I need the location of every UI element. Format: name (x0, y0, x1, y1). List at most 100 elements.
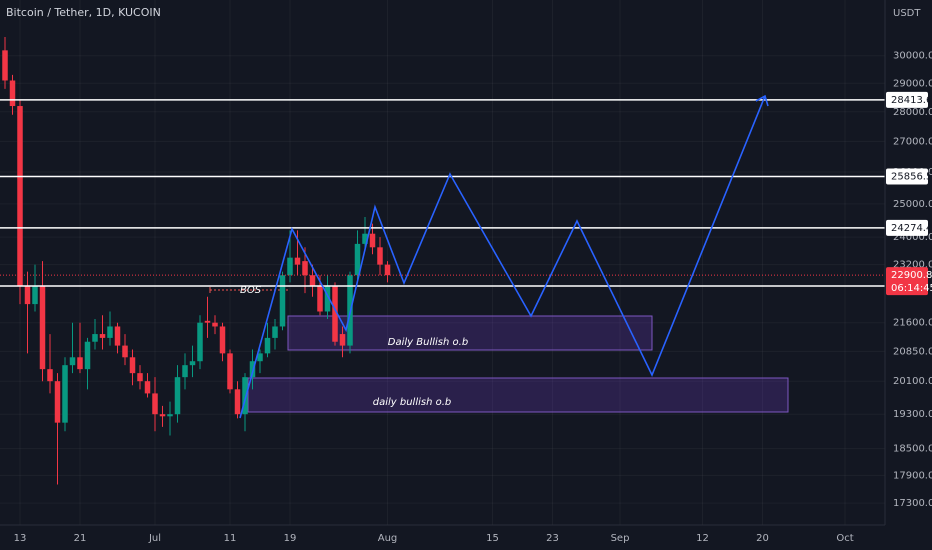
x-tick-label: 11 (224, 533, 237, 544)
candle-body (294, 257, 301, 265)
x-tick-label: 15 (486, 533, 499, 544)
y-tick-label: 21600.0 (893, 318, 932, 329)
candle-body (39, 285, 46, 370)
y-tick-label: 23200.0 (893, 260, 932, 271)
x-tick-label: 12 (696, 533, 709, 544)
candle-body (302, 261, 308, 276)
x-tick-label: Oct (836, 533, 853, 544)
candle-body (84, 341, 91, 370)
y-tick-label: 20100.0 (893, 376, 932, 387)
candle-body (9, 80, 16, 107)
candle-body (122, 345, 128, 358)
drawings (209, 287, 789, 413)
x-tick-label: Aug (378, 533, 398, 544)
candle-body (339, 334, 346, 346)
candle-body (197, 322, 203, 362)
candle-body (324, 285, 331, 312)
candle-body (287, 257, 293, 276)
candle-body (369, 233, 376, 248)
candle-body (32, 285, 38, 305)
x-tick-label: 20 (756, 533, 769, 544)
candles (2, 36, 391, 485)
candle-body (152, 393, 158, 415)
level-label-box (886, 219, 928, 236)
candle-body (47, 369, 53, 382)
y-tick-label: 20850.0 (893, 346, 932, 357)
candle-body (189, 361, 196, 366)
y-tick-label: 17300.0 (893, 498, 932, 509)
candle-body (107, 326, 113, 338)
y-tick-label: 28000.0 (893, 107, 932, 118)
level-label-box (886, 168, 928, 185)
level-label: 24274.4 (891, 223, 932, 234)
chart-title: Bitcoin / Tether, 1D, KUCOIN (6, 6, 161, 19)
level-label: 28413.6 (891, 95, 932, 106)
x-tick-label: 23 (546, 533, 559, 544)
candle-body (242, 377, 248, 415)
candle-body (77, 357, 83, 370)
y-tick-label: 27000.0 (893, 136, 932, 147)
candle-body (219, 326, 226, 354)
arrow-head (755, 94, 769, 107)
annotation: Daily Bullish o.b (388, 337, 468, 348)
candle-body (279, 275, 286, 327)
candle-body (212, 322, 218, 327)
candle-body (354, 243, 361, 276)
candle-body (272, 326, 278, 338)
candle-body (167, 414, 173, 417)
x-tick-label: Jul (148, 533, 161, 544)
candle-body (204, 320, 211, 323)
y-tick-label: 24000.0 (893, 232, 932, 243)
currency-label: USDT (893, 8, 921, 19)
candle-body (17, 106, 23, 286)
y-tick-label: 30000.0 (893, 51, 932, 62)
levels (0, 99, 885, 287)
y-tick-label: 25000.0 (893, 199, 932, 210)
candle-body (377, 247, 383, 265)
candle-body (137, 373, 143, 382)
candle-body (332, 285, 338, 342)
last-price-label: 22900.8 (891, 270, 932, 281)
candle-body (227, 353, 233, 390)
y-tick-label: 17900.0 (893, 470, 932, 481)
candle-body (114, 326, 121, 346)
y-tick-label: 19300.0 (893, 409, 932, 420)
candle-body (174, 377, 181, 415)
candle-body (159, 414, 166, 417)
candle-body (182, 365, 188, 378)
candle-body (129, 357, 136, 374)
level-label-box (886, 91, 928, 108)
x-tick-label: 13 (14, 533, 27, 544)
level-label: 25856.5 (891, 172, 932, 183)
candle-body (62, 365, 68, 423)
candle-body (317, 285, 323, 312)
candle-body (2, 50, 8, 81)
candle-body (362, 233, 368, 244)
projection-path (239, 95, 766, 419)
order-block-box (247, 377, 789, 413)
x-tick-label: 19 (284, 533, 297, 544)
grid (0, 0, 885, 525)
candle-body (144, 381, 151, 394)
candle-body (69, 357, 76, 366)
candle-body (92, 334, 98, 342)
candle-body (264, 337, 271, 354)
y-tick-label: 18500.0 (893, 444, 932, 455)
x-tick-label: Sep (611, 533, 630, 544)
candle-body (249, 361, 256, 378)
x-tick-label: 21 (74, 533, 87, 544)
annotation: BOS (240, 285, 262, 296)
last-price-box (886, 267, 928, 296)
candle-body (384, 264, 391, 276)
candle-body (234, 389, 241, 415)
axis: 30000.029000.028000.027000.026000.025000… (14, 51, 932, 544)
candle-body (54, 381, 61, 423)
candle-body (24, 285, 31, 305)
countdown-label: 06:14:45 (891, 283, 932, 294)
annotation: daily bullish o.b (373, 397, 452, 408)
y-tick-label: 29000.0 (893, 78, 932, 89)
candle-body (99, 334, 106, 338)
candle-body (257, 353, 263, 362)
